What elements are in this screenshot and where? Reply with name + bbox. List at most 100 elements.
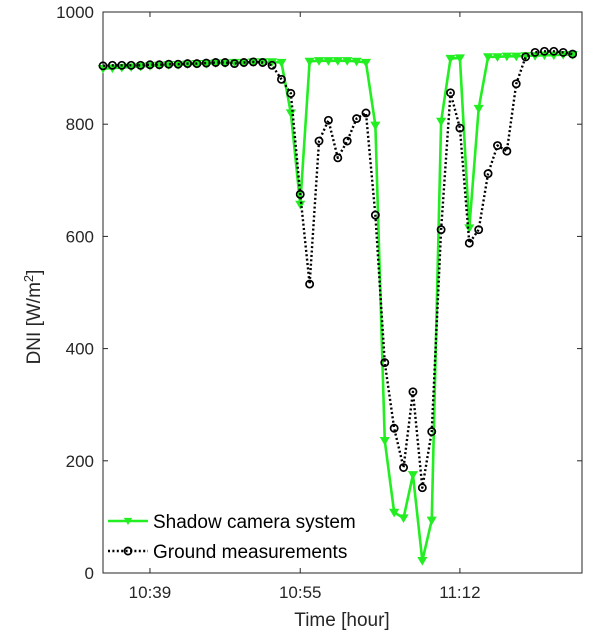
legend-label-shadow-camera: Shadow camera system [153,512,356,533]
series-layer [97,46,578,566]
shadow-point [304,57,315,67]
ground-point [192,59,202,69]
ground-point [446,88,455,98]
shadow-point [483,53,494,62]
ground-point [361,108,371,118]
y-axis-title-close: ] [24,270,45,275]
y-tick-label: 600 [66,227,94,246]
ground-point [389,423,399,433]
ground-point [521,52,531,62]
ground-point [323,115,333,125]
ground-point [201,58,211,68]
shadow-point [323,57,334,66]
ground-point [267,60,277,70]
ground-point [277,74,286,84]
shadow-point [454,54,465,63]
shadow-point [398,514,409,523]
ground-point [539,46,549,56]
x-tick-label: 10:55 [279,583,322,602]
y-tick-label: 800 [66,115,94,134]
ground-point [558,47,568,57]
ground-point [502,146,512,156]
ground-point [568,49,578,59]
x-tick-label: 11:12 [439,583,480,602]
ground-point [427,427,437,437]
ground-point [352,114,362,124]
legend-marker-shadow-camera [123,517,133,525]
ground-point [154,60,164,70]
ground-point [248,57,258,67]
ground-point [107,60,117,70]
ground-point [164,59,174,69]
plot-frame [102,11,583,574]
ground-point [173,59,183,69]
y-axis-title-sup: 2 [21,275,36,282]
shadow-point [351,57,362,67]
ground-point [183,59,192,69]
shadow-point [501,52,512,62]
ground-point [286,88,296,98]
y-tick-label: 400 [66,340,94,359]
legend-item-ground-measurements [108,546,148,556]
series-line-1 [102,50,573,489]
shadow-point [445,54,456,64]
shadow-point [370,121,381,131]
ground-point [511,79,521,89]
shadow-point [473,104,484,114]
x-axis-ticks: 10:39 10:55 11:12 [129,12,481,602]
shadow-point [492,53,503,62]
legend-item-shadow-camera [108,517,148,525]
shadow-point [436,117,447,127]
ground-point [333,153,343,163]
shadow-point [389,508,400,518]
ground-point [436,225,446,235]
x-tick-label: 10:39 [129,583,172,602]
x-axis-title: Time [hour] [294,610,389,631]
y-axis-title-main: DNI [W/m [24,282,45,364]
y-tick-label: 1000 [56,3,94,22]
ground-point [474,225,484,235]
ground-point [342,136,352,146]
shadow-point [313,57,325,66]
ground-point [380,358,390,368]
ground-point [239,58,249,67]
ground-point [295,189,305,199]
ground-point [211,58,221,67]
plot-area [97,11,583,574]
ground-point [408,387,418,397]
ground-point [230,59,239,69]
ground-point [117,60,127,70]
ground-point [464,238,474,248]
ground-point [145,60,155,70]
ground-point [258,58,268,67]
ground-point [220,58,230,67]
y-tick-label: 0 [85,564,94,583]
shadow-point [407,471,419,480]
y-tick-label: 200 [66,452,94,471]
ground-point [126,60,136,70]
ground-point [314,136,324,146]
ground-point [549,46,559,56]
legend-label-ground-measurements: Ground measurements [153,542,347,563]
shadow-point [342,57,353,66]
ground-point [493,141,502,150]
ground-point [455,123,465,133]
legend-marker-ground-measurements [123,546,133,556]
legend: Shadow camera system Ground measurements [108,512,356,563]
y-axis-title: DNI [W/m2] [21,270,46,365]
ground-point [136,60,146,70]
ground-point [98,61,108,71]
shadow-point [511,52,522,62]
shadow-point [276,58,287,68]
ground-point [399,463,408,472]
shadow-point [426,516,437,526]
y-axis-ticks: 0 200 400 600 800 1000 [56,3,582,583]
ground-point [370,210,380,220]
shadow-point [379,436,390,446]
ground-point [483,169,493,179]
shadow-point [417,557,428,566]
shadow-point [360,58,372,68]
ground-point [417,483,427,493]
shadow-point [332,57,343,66]
